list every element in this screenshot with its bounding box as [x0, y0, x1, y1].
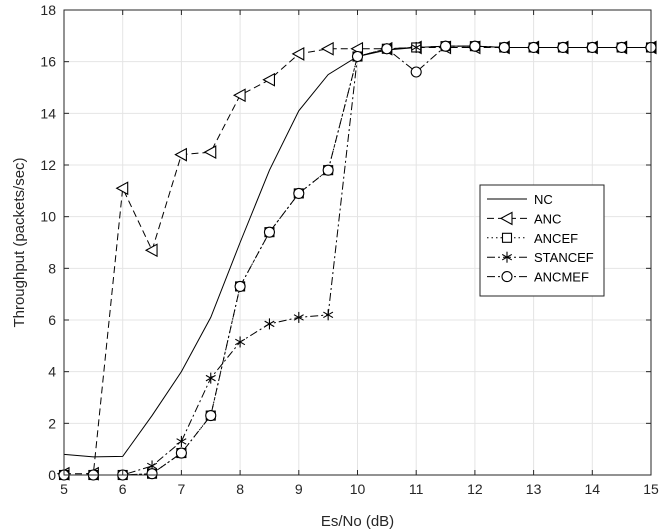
y-tick-label: 4 — [48, 364, 56, 380]
data-point-stancef — [176, 435, 187, 447]
legend-label-anc: ANC — [534, 211, 561, 226]
data-point-ancmef — [205, 410, 217, 422]
legend-label-stancef: STANCEF — [534, 250, 594, 265]
x-tick-label: 13 — [526, 481, 542, 497]
data-point-stancef — [264, 318, 275, 330]
data-point-ancmef — [498, 41, 510, 54]
series-line-ancmef — [64, 45, 651, 476]
data-point-anc — [291, 46, 305, 61]
x-tick-label: 7 — [178, 481, 186, 497]
data-point-ancmef — [322, 164, 334, 176]
legend-box — [479, 184, 605, 297]
data-point-stancef — [293, 311, 304, 323]
y-tick-label: 12 — [40, 157, 56, 173]
data-point-ancmef — [381, 43, 393, 55]
data-point-anc — [115, 181, 129, 196]
y-tick-label: 10 — [40, 209, 56, 225]
y-tick-label: 14 — [40, 105, 56, 121]
data-point-ancmef — [586, 41, 598, 54]
data-point-ancmef — [234, 280, 246, 292]
y-tick-label: 0 — [48, 467, 56, 483]
legend: NC ANC ANCEF STANCEF ANCMEF — [479, 184, 605, 297]
data-point-stancef — [235, 336, 246, 348]
data-point-anc — [262, 72, 276, 87]
data-point-ancmef — [351, 50, 364, 63]
data-point-anc — [232, 88, 246, 103]
x-axis-label: Es/No (dB) — [321, 513, 394, 530]
data-point-ancmef — [557, 41, 569, 54]
x-tick-label: 12 — [467, 481, 483, 497]
x-tick-label: 6 — [119, 481, 127, 497]
x-tick-label: 5 — [60, 481, 68, 497]
data-point-anc — [174, 147, 187, 162]
data-point-ancmef — [175, 447, 187, 459]
data-point-anc — [321, 41, 334, 56]
data-point-anc — [203, 145, 217, 160]
tick-labels: 5 6 7 8 9 10 11 12 13 14 15 0 2 4 6 8 10 12 14 16 18 — [40, 2, 659, 497]
legend-marker-anc — [499, 211, 513, 226]
legend-marker-ancef — [501, 232, 513, 243]
y-tick-label: 16 — [40, 54, 56, 70]
axis-ticks — [63, 9, 652, 476]
data-point-stancef — [323, 309, 334, 321]
data-point-ancmef — [439, 40, 452, 52]
y-axis-label: Throughput (packets/sec) — [11, 157, 28, 327]
x-tick-label: 9 — [295, 481, 303, 497]
data-point-stancef — [205, 372, 216, 384]
y-tick-label: 2 — [48, 415, 56, 431]
x-tick-label: 11 — [409, 481, 424, 497]
data-point-ancmef — [263, 226, 276, 238]
legend-marker-stancef — [501, 251, 513, 263]
data-point-ancmef — [410, 66, 422, 78]
data-point-stancef — [411, 41, 422, 53]
legend-label-ancef: ANCEF — [534, 231, 578, 246]
legend-marker-ancmef — [501, 271, 513, 283]
data-point-ancmef — [528, 41, 540, 54]
legend-label-nc: NC — [534, 192, 553, 207]
data-point-ancmef — [293, 187, 305, 199]
data-point-ancmef — [616, 41, 628, 54]
y-tick-label: 18 — [40, 2, 56, 18]
x-tick-label: 15 — [643, 481, 659, 497]
legend-label-ancmef: ANCMEF — [534, 270, 589, 285]
data-point-anc — [144, 243, 158, 258]
data-point-ancmef — [146, 468, 158, 480]
x-tick-label: 8 — [236, 481, 244, 497]
x-tick-label: 10 — [350, 481, 366, 497]
data-point-ancmef — [469, 40, 481, 52]
x-tick-label: 14 — [585, 481, 601, 497]
y-tick-label: 8 — [48, 260, 56, 276]
y-tick-label: 6 — [48, 312, 56, 328]
